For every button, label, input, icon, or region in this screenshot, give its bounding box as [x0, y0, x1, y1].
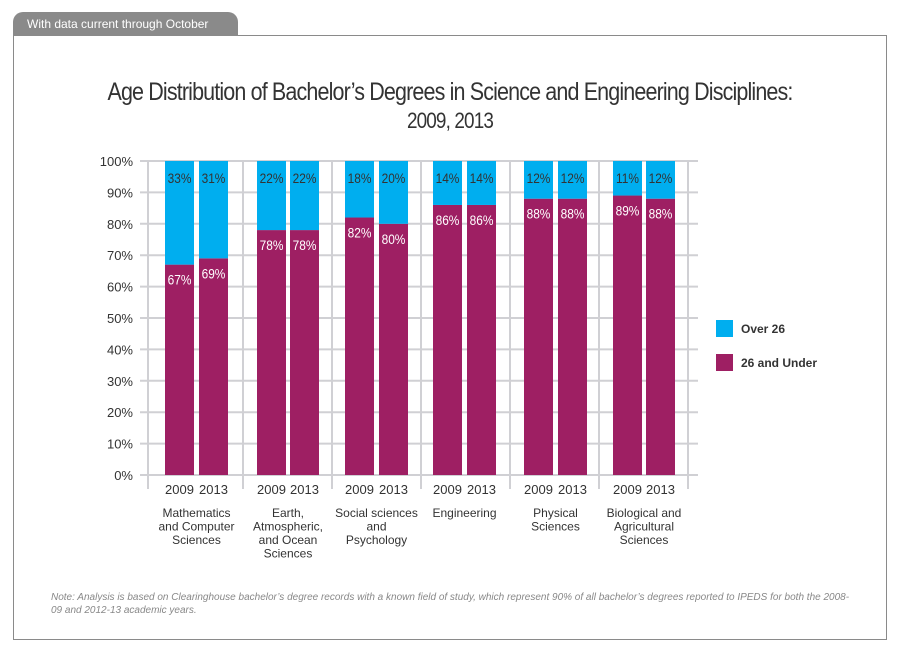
- data-label-26-and-under: 89%: [616, 203, 640, 219]
- year-label: 2013: [379, 482, 408, 497]
- bar-26-and-under: [165, 264, 194, 475]
- bar-26-and-under: [613, 195, 642, 476]
- y-tick-label: 70%: [107, 248, 133, 263]
- bar-26-and-under: [433, 204, 462, 475]
- bar-over-26: [558, 161, 587, 199]
- data-label-26-and-under: 67%: [168, 272, 192, 288]
- category-label: Engineering: [432, 506, 496, 520]
- category-label: Sciences: [264, 547, 313, 561]
- legend-label: 26 and Under: [741, 356, 817, 370]
- y-tick-label: 90%: [107, 185, 133, 200]
- year-label: 2013: [290, 482, 319, 497]
- data-label-26-and-under: 82%: [348, 225, 372, 241]
- data-label-26-and-under: 86%: [436, 212, 460, 228]
- bar-over-26: [433, 161, 462, 205]
- year-label: 2009: [613, 482, 642, 497]
- y-tick-label: 50%: [107, 311, 133, 326]
- data-label-26-and-under: 86%: [470, 212, 494, 228]
- bar-26-and-under: [379, 223, 408, 475]
- bar-over-26: [257, 161, 286, 231]
- category-label: Biological and: [607, 506, 682, 520]
- chart-subtitle: 2009, 2013: [406, 108, 494, 133]
- category-label: and Ocean: [259, 533, 318, 547]
- chart-title: Age Distribution of Bachelor’s Degrees i…: [107, 78, 793, 106]
- year-label: 2009: [345, 482, 374, 497]
- bar-over-26: [613, 161, 642, 196]
- data-label-over-26: 12%: [527, 170, 551, 186]
- bar-26-and-under: [524, 198, 553, 475]
- category-label: Atmospheric,: [253, 520, 323, 534]
- bar-over-26: [290, 161, 319, 231]
- data-label-over-26: 22%: [260, 170, 284, 186]
- category-label: Mathematics: [162, 506, 230, 520]
- data-label-over-26: 20%: [382, 170, 406, 186]
- category-label: Social sciences: [335, 506, 418, 520]
- year-label: 2013: [646, 482, 675, 497]
- y-tick-label: 0%: [114, 468, 133, 483]
- y-tick-label: 10%: [107, 437, 133, 452]
- bar-26-and-under: [345, 217, 374, 475]
- data-label-over-26: 12%: [649, 170, 673, 186]
- category-label: Physical: [533, 506, 578, 520]
- y-tick-label: 60%: [107, 280, 133, 295]
- bar-over-26: [467, 161, 496, 205]
- data-label-26-and-under: 88%: [527, 206, 551, 222]
- year-label: 2009: [524, 482, 553, 497]
- bar-26-and-under: [290, 230, 319, 475]
- y-tick-label: 30%: [107, 374, 133, 389]
- data-label-over-26: 12%: [561, 170, 585, 186]
- legend-swatch: [716, 320, 733, 337]
- category-label: Agricultural: [614, 520, 674, 534]
- category-label: and Computer: [158, 520, 234, 534]
- data-label-over-26: 11%: [616, 170, 639, 186]
- bar-over-26: [199, 161, 228, 259]
- category-label: Sciences: [531, 520, 580, 534]
- bar-26-and-under: [646, 198, 675, 475]
- year-label: 2013: [467, 482, 496, 497]
- bar-over-26: [379, 161, 408, 224]
- data-label-26-and-under: 78%: [293, 237, 317, 253]
- category-label: Psychology: [346, 533, 407, 547]
- year-label: 2009: [165, 482, 194, 497]
- footnote: Note: Analysis is based on Clearinghouse…: [51, 592, 850, 616]
- data-currency-tab: With data current through October 2013: [13, 12, 238, 55]
- y-tick-label: 40%: [107, 342, 133, 357]
- bar-26-and-under: [467, 204, 496, 475]
- category-label: and: [366, 520, 386, 534]
- data-label-over-26: 14%: [436, 170, 460, 186]
- data-label-26-and-under: 88%: [649, 206, 673, 222]
- data-label-over-26: 33%: [168, 170, 192, 186]
- data-label-26-and-under: 69%: [202, 265, 226, 281]
- bar-over-26: [646, 161, 675, 199]
- data-label-over-26: 22%: [293, 170, 317, 186]
- data-label-26-and-under: 80%: [382, 231, 406, 247]
- bar-26-and-under: [558, 198, 587, 475]
- category-label: Sciences: [172, 533, 221, 547]
- year-label: 2009: [433, 482, 462, 497]
- bar-over-26: [165, 161, 194, 265]
- legend-label: Over 26: [741, 322, 785, 336]
- chart-frame: [13, 35, 887, 640]
- bar-26-and-under: [199, 258, 228, 475]
- y-tick-label: 80%: [107, 217, 133, 232]
- legend-swatch: [716, 354, 733, 371]
- bar-26-and-under: [257, 230, 286, 475]
- year-label: 2009: [257, 482, 286, 497]
- data-label-26-and-under: 78%: [260, 237, 284, 253]
- bar-over-26: [345, 161, 374, 218]
- y-tick-label: 100%: [100, 154, 134, 169]
- data-label-over-26: 18%: [348, 170, 372, 186]
- y-tick-label: 20%: [107, 405, 133, 420]
- category-label: Sciences: [620, 533, 669, 547]
- data-label-26-and-under: 88%: [561, 206, 585, 222]
- year-label: 2013: [558, 482, 587, 497]
- data-label-over-26: 31%: [202, 170, 226, 186]
- bar-over-26: [524, 161, 553, 199]
- category-label: Earth,: [272, 506, 304, 520]
- year-label: 2013: [199, 482, 228, 497]
- data-label-over-26: 14%: [470, 170, 494, 186]
